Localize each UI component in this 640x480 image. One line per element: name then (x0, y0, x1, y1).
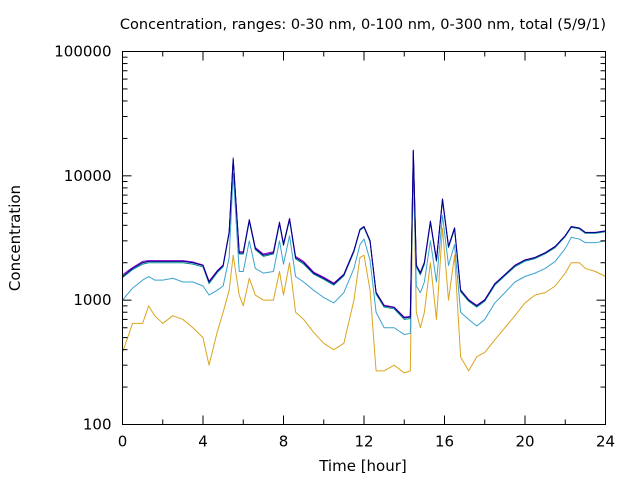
x-tick-label: 4 (198, 433, 208, 451)
x-tick-label: 24 (596, 433, 615, 451)
x-tick-label: 0 (118, 433, 128, 451)
series-line (122, 149, 606, 319)
x-tick-label: 16 (435, 433, 454, 451)
x-axis-label: Time [hour] (318, 457, 407, 475)
plot-frame (122, 51, 606, 425)
series-line (122, 151, 606, 320)
series-line (122, 161, 606, 374)
y-tick-label: 100000 (54, 43, 111, 61)
series-line (122, 165, 606, 335)
ticks-layer: 0 4 8 12 16 20 24 100 1000 10000 100000 (54, 43, 615, 451)
y-tick-label: 100 (83, 416, 112, 434)
x-tick-label: 12 (354, 433, 373, 451)
y-tick-label: 1000 (73, 291, 111, 309)
y-tick-label: 10000 (64, 167, 112, 185)
x-tick-label: 8 (279, 433, 289, 451)
series-line (122, 149, 606, 318)
chart-title: Concentration, ranges: 0-30 nm, 0-100 nm… (120, 17, 606, 33)
x-tick-label: 20 (515, 433, 534, 451)
y-axis-label: Concentration (6, 185, 24, 291)
series-layer (122, 149, 606, 374)
